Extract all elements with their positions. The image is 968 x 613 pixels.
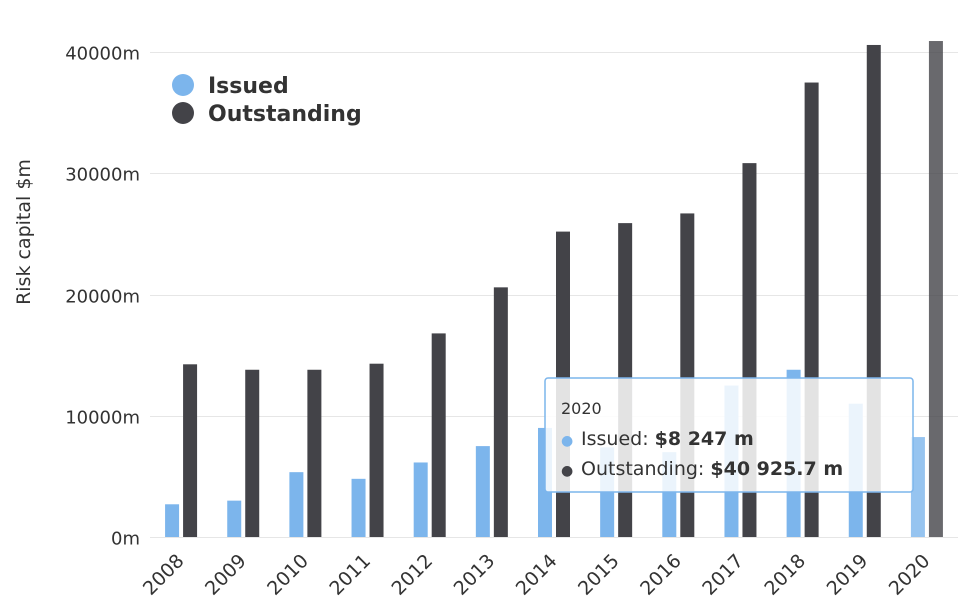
tooltip: 2020 ● Issued: $8 247 m ● Outstanding: $… [544, 377, 914, 493]
tooltip-value-issued: $8 247 m [655, 428, 754, 450]
bar-outstanding-2012[interactable] [431, 333, 446, 537]
x-tick-label: 2010 [263, 550, 313, 600]
bar-issued-2011[interactable] [351, 478, 366, 537]
tooltip-background [544, 377, 914, 493]
bar-issued-2010[interactable] [289, 472, 304, 537]
y-tick-label: 40000m [65, 44, 140, 65]
x-tick-label: 2014 [512, 550, 562, 600]
legend-marker-outstanding [172, 102, 194, 124]
bar-outstanding-2009[interactable] [245, 369, 260, 537]
tooltip-row-outstanding: Outstanding: $40 925.7 m [581, 458, 843, 480]
x-tick-label: 2020 [885, 550, 935, 600]
bar-outstanding-2008[interactable] [183, 364, 198, 537]
y-tick-label: 10000m [65, 408, 140, 429]
tooltip-title: 2020 [561, 399, 602, 418]
x-axis-ticks: 2008 2009 2010 2011 2012 2013 2014 2015 2016 2017… [139, 550, 935, 600]
x-tick-label: 2019 [823, 550, 873, 600]
bar-outstanding-2011[interactable] [369, 363, 384, 537]
tooltip-bullet-issued: ● [561, 433, 573, 449]
bar-issued-2009[interactable] [227, 500, 242, 537]
x-tick-label: 2008 [139, 550, 189, 600]
bar-issued-2020[interactable] [910, 437, 925, 537]
x-tick-label: 2009 [201, 550, 251, 600]
x-tick-label: 2018 [760, 550, 810, 600]
tooltip-bullet-outstanding: ● [561, 463, 573, 479]
tooltip-value-outstanding: $40 925.7 m [710, 458, 843, 480]
bar-issued-2008[interactable] [165, 504, 180, 537]
bar-outstanding-2010[interactable] [307, 369, 322, 537]
legend: Issued Outstanding [172, 74, 362, 127]
bar-issued-2013[interactable] [475, 446, 490, 537]
legend-marker-issued [172, 74, 194, 96]
x-tick-label: 2015 [574, 550, 624, 600]
bar-outstanding-2013[interactable] [493, 287, 508, 537]
tooltip-row-issued: Issued: $8 247 m [581, 428, 754, 450]
x-tick-label: 2012 [387, 550, 437, 600]
tooltip-label-outstanding: Outstanding: [581, 458, 710, 480]
x-tick-label: 2017 [698, 550, 748, 600]
y-tick-label: 20000m [65, 287, 140, 308]
legend-item-outstanding[interactable]: Outstanding [172, 102, 362, 127]
x-tick-label: 2011 [325, 550, 375, 600]
bar-issued-2012[interactable] [413, 462, 428, 537]
legend-label-outstanding: Outstanding [208, 102, 362, 127]
y-axis-title: Risk capital $m [13, 159, 35, 305]
legend-label-issued: Issued [208, 74, 289, 99]
y-tick-label: 0m [111, 529, 140, 550]
legend-item-issued[interactable]: Issued [172, 74, 289, 99]
tooltip-label-issued: Issued: [581, 428, 655, 450]
x-tick-label: 2016 [636, 550, 686, 600]
x-tick-label: 2013 [450, 550, 500, 600]
y-tick-label: 30000m [65, 165, 140, 186]
bar-outstanding-2020[interactable] [928, 41, 943, 537]
y-axis-ticks: 0m 10000m 20000m 30000m 40000m [65, 44, 140, 550]
